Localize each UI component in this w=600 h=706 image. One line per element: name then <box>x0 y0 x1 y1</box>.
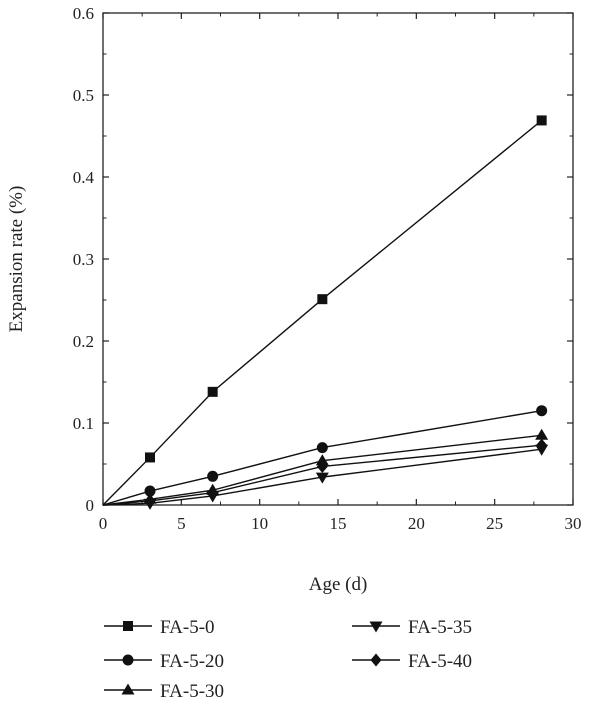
legend-entry-FA-5-20: FA-5-20 <box>104 651 224 672</box>
legend-entry-FA-5-30: FA-5-30 <box>104 681 224 702</box>
data-point <box>316 442 328 454</box>
y-tick-label: 0 <box>86 496 95 515</box>
legend-marker <box>123 621 133 631</box>
legend-marker <box>370 653 382 667</box>
x-tick-label: 10 <box>251 514 268 533</box>
data-point <box>145 452 155 463</box>
x-tick-label: 5 <box>177 514 186 533</box>
data-point <box>144 485 156 497</box>
y-tick-label: 0.5 <box>73 86 94 105</box>
series-FA-5-35 <box>102 444 549 510</box>
legend-entry-FA-5-40: FA-5-40 <box>352 651 472 672</box>
data-point <box>536 405 548 417</box>
x-tick-label: 0 <box>99 514 108 533</box>
legend-label: FA-5-0 <box>160 617 215 638</box>
data-point <box>535 428 549 440</box>
legend-marker <box>122 654 134 666</box>
data-point <box>207 386 218 397</box>
y-tick-label: 0.4 <box>73 168 95 187</box>
axes: 0 5 10 15 20 25 30 0 0.1 0.2 0.3 0.4 0.5 0.6 <box>73 4 582 533</box>
legend-marker <box>121 683 135 695</box>
y-tick-label: 0.2 <box>73 332 94 351</box>
series-FA-5-40 <box>102 438 548 508</box>
series-FA-5-20 <box>102 405 548 506</box>
x-tick-label: 25 <box>486 514 503 533</box>
data-point <box>317 294 328 305</box>
legend-entry-FA-5-35: FA-5-35 <box>352 617 472 638</box>
y-tick-label: 0.6 <box>73 4 94 23</box>
legend-entry-FA-5-0: FA-5-0 <box>104 617 215 638</box>
y-axis-label: Expansion rate (%) <box>6 186 27 333</box>
data-point <box>536 115 547 126</box>
data-point <box>536 438 548 452</box>
data-point <box>315 454 329 466</box>
y-tick-label: 0.1 <box>73 414 94 433</box>
x-tick-label: 30 <box>565 514 582 533</box>
data-point <box>316 459 328 473</box>
data-point <box>207 470 219 482</box>
data-point <box>144 494 156 508</box>
legend-label: FA-5-30 <box>160 681 224 702</box>
legend: FA-5-0 FA-5-20 FA-5-30 FA-5-35 FA-5-40 <box>104 617 472 702</box>
legend-label: FA-5-35 <box>408 617 472 638</box>
x-axis-label: Age (d) <box>309 574 368 595</box>
series-FA-5-0 <box>102 115 547 506</box>
legend-label: FA-5-20 <box>160 651 224 672</box>
y-tick-label: 0.3 <box>73 250 94 269</box>
x-tick-label: 15 <box>330 514 347 533</box>
data-point <box>207 486 219 500</box>
plot-frame <box>102 12 574 506</box>
x-tick-label: 20 <box>408 514 425 533</box>
legend-label: FA-5-40 <box>408 651 472 672</box>
data-point <box>315 472 329 484</box>
series-layer <box>102 115 549 510</box>
legend-marker <box>369 621 383 633</box>
